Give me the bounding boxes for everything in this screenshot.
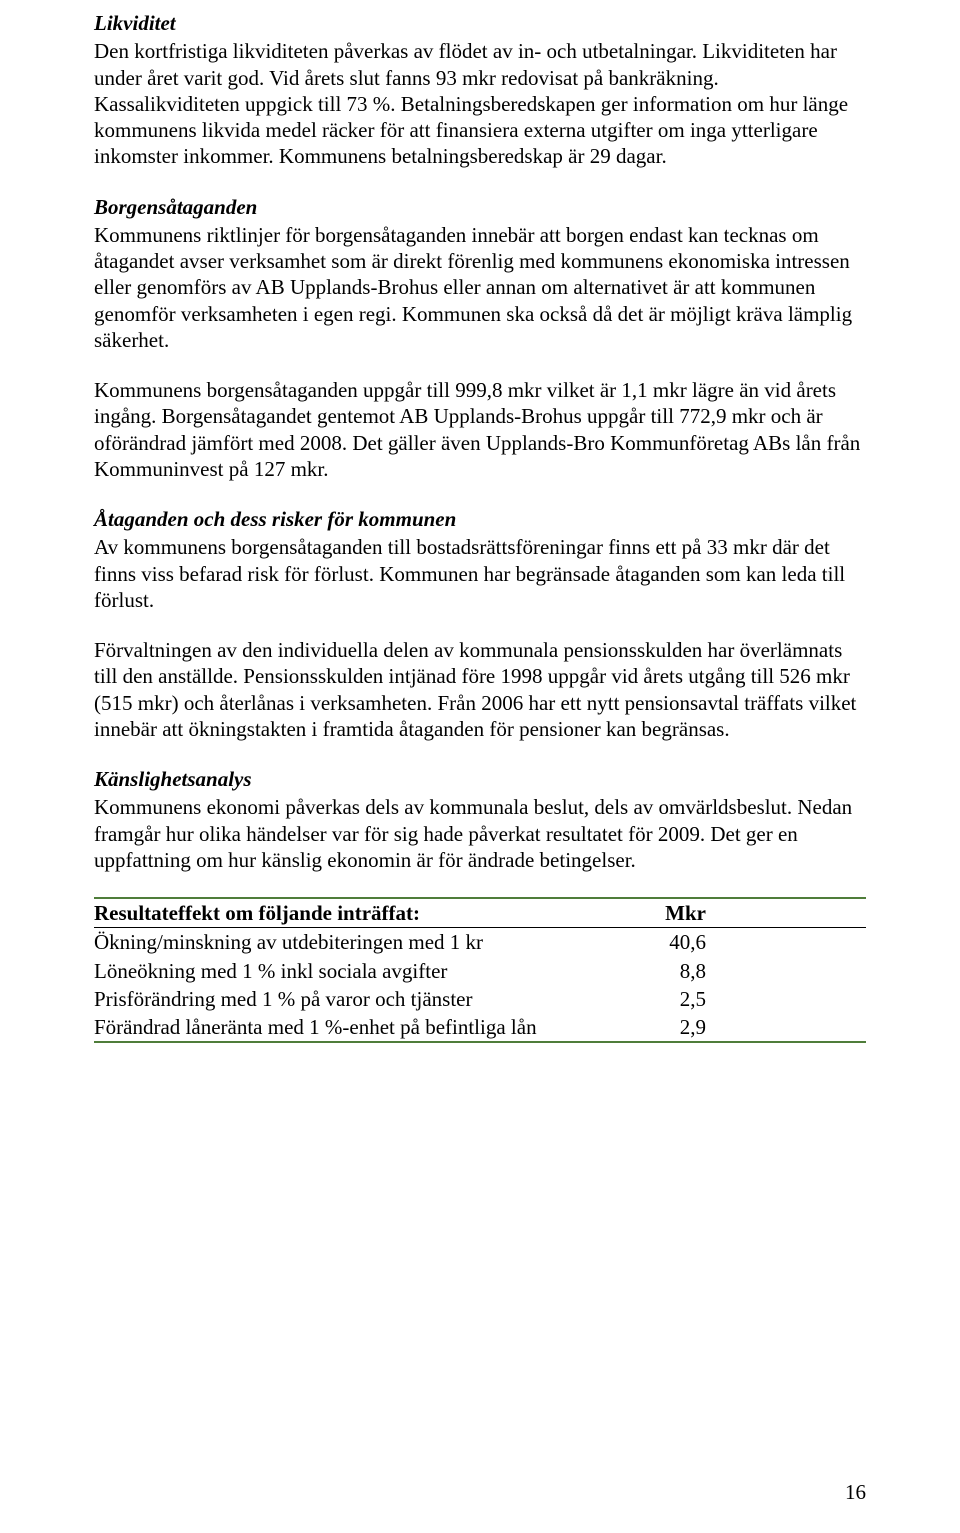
table-cell-value: 2,5	[625, 985, 866, 1013]
heading-likviditet: Likviditet	[94, 10, 866, 36]
para-analys: Kommunens ekonomi påverkas dels av kommu…	[94, 794, 866, 873]
table-header-right-text: Mkr	[665, 901, 706, 925]
para-risker-1: Av kommunens borgensåtaganden till bosta…	[94, 534, 866, 613]
table-cell-label: Ökning/minskning av utdebiteringen med 1…	[94, 928, 625, 957]
para-likviditet: Den kortfristiga likviditeten påverkas a…	[94, 38, 866, 169]
table-cell-label: Löneökning med 1 % inkl sociala avgifter	[94, 957, 625, 985]
table-cell-value: 2,9	[625, 1013, 866, 1042]
table-header-right: Mkr	[625, 898, 866, 928]
table-header-left-text: Resultateffekt om följande inträffat:	[94, 901, 420, 925]
table-row: Förändrad låneränta med 1 %-enhet på bef…	[94, 1013, 866, 1042]
table-cell-value: 8,8	[625, 957, 866, 985]
table-row: Löneökning med 1 % inkl sociala avgifter…	[94, 957, 866, 985]
table-row: Ökning/minskning av utdebiteringen med 1…	[94, 928, 866, 957]
para-borgen-1: Kommunens riktlinjer för borgensåtagande…	[94, 222, 866, 353]
heading-risker: Åtaganden och dess risker för kommunen	[94, 506, 866, 532]
table-cell-label: Prisförändring med 1 % på varor och tjän…	[94, 985, 625, 1013]
table-cell-value: 40,6	[625, 928, 866, 957]
page-number: 16	[845, 1479, 866, 1505]
para-risker-2: Förvaltningen av den individuella delen …	[94, 637, 866, 742]
para-borgen-2: Kommunens borgensåtaganden uppgår till 9…	[94, 377, 866, 482]
table-cell-label: Förändrad låneränta med 1 %-enhet på bef…	[94, 1013, 625, 1042]
table-header-left: Resultateffekt om följande inträffat:	[94, 898, 625, 928]
table-row: Prisförändring med 1 % på varor och tjän…	[94, 985, 866, 1013]
table-header-row: Resultateffekt om följande inträffat: Mk…	[94, 898, 866, 928]
heading-analys: Känslighetsanalys	[94, 766, 866, 792]
heading-borgen: Borgensåtaganden	[94, 194, 866, 220]
result-table: Resultateffekt om följande inträffat: Mk…	[94, 897, 866, 1043]
